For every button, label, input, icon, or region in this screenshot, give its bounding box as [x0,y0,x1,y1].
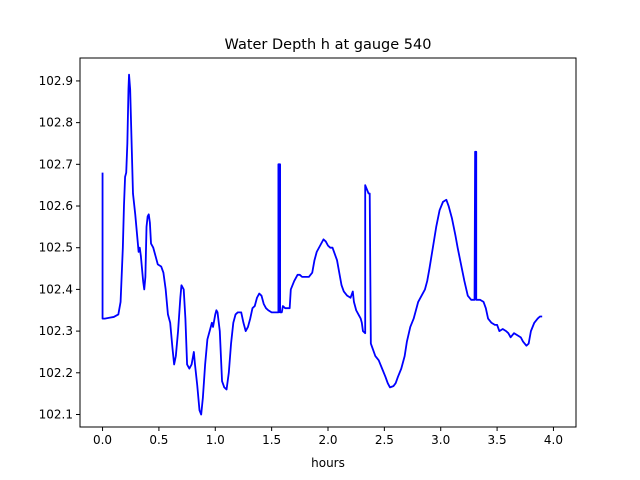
x-axis: 0.0 0.5 1.0 1.5 2.0 2.5 3.0 3.5 4.0 [93,427,563,447]
y-tick-label: 102.1 [39,407,73,421]
plot-area: 0.0 0.5 1.0 1.5 2.0 2.5 3.0 3.5 4.0 102.1102.210… [39,57,577,447]
x-tick-label: 1.0 [206,433,225,447]
y-axis: 102.1 102.2 102.3 102.4 102.5 102.6 102.7 102.8… [39,74,80,421]
y-tick-label: 102.7 [39,157,73,171]
y-tick-label: 102.8 [39,116,73,130]
chart-title: Water Depth h at gauge 540 [225,37,432,53]
x-tick-label: 0.0 [93,433,112,447]
x-tick-label: 0.5 [149,433,168,447]
y-tick-label: 102.6 [39,199,73,213]
y-tick-label: 102.5 [39,241,73,255]
x-tick-label: 3.0 [431,433,450,447]
y-tick-label: 102.4 [39,282,73,296]
depth-series-line [101,73,543,416]
y-tick-label: 102.3 [39,324,73,338]
x-tick-label: 2.0 [318,433,337,447]
y-tick-label: 102.2 [39,366,73,380]
x-tick-label: 3.5 [488,433,507,447]
x-tick-label: 4.0 [544,433,563,447]
x-axis-label: hours [311,456,345,470]
x-tick-label: 2.5 [375,433,394,447]
plot-frame [79,57,577,428]
y-tick-label: 102.9 [39,74,73,88]
x-tick-label: 1.5 [262,433,281,447]
